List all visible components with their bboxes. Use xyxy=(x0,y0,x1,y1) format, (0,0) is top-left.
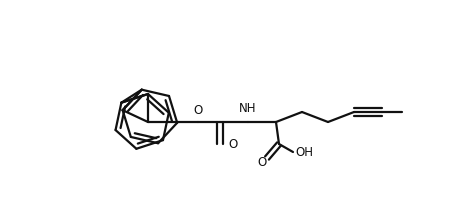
Text: O: O xyxy=(228,137,237,151)
Text: OH: OH xyxy=(295,146,313,158)
Text: NH: NH xyxy=(239,102,257,115)
Text: O: O xyxy=(257,156,267,168)
Text: O: O xyxy=(194,104,203,117)
